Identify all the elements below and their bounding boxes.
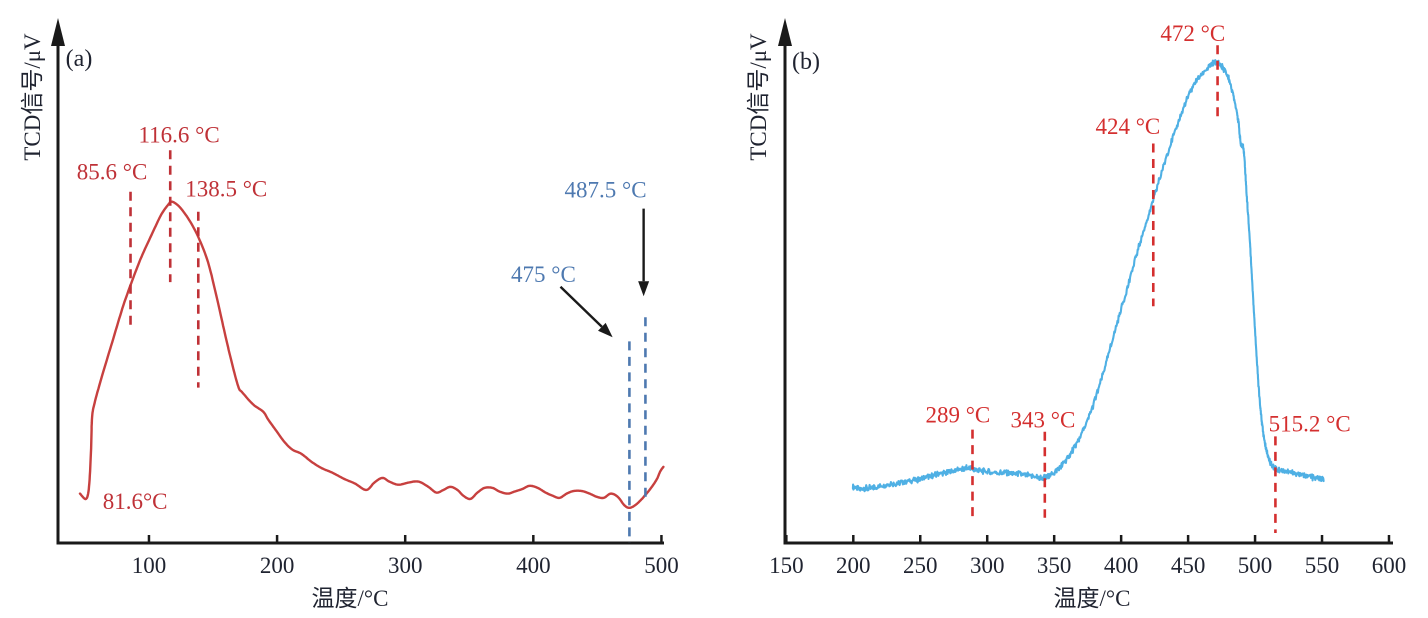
chart-panel-a: 100 200 300 400 500 85.6 °C 116.6 °C 138.5 °C 81… — [51, 18, 679, 578]
x-tick-label: 600 — [1372, 553, 1407, 578]
y-axis-arrowhead — [51, 18, 65, 46]
annotation-label: 81.6°C — [103, 489, 168, 514]
x-tick-label: 500 — [1238, 553, 1273, 578]
annotation-label: 487.5 °C — [565, 178, 647, 203]
annotation-label: 116.6 °C — [138, 123, 219, 148]
annotation-label: 343 °C — [1011, 408, 1076, 433]
annotation-label: 424 °C — [1095, 114, 1160, 139]
y-axis-arrowhead — [778, 18, 792, 46]
x-tick-label: 500 — [644, 553, 679, 578]
panel-tag-a: (a) — [66, 46, 93, 72]
x-tick-label: 300 — [388, 553, 423, 578]
tpd-curve-b — [851, 59, 1325, 493]
annotation-label: 85.6 °C — [77, 159, 148, 184]
x-tick-label: 300 — [970, 553, 1005, 578]
panel-tag-b: (b) — [792, 49, 820, 75]
x-tick-label: 550 — [1305, 553, 1340, 578]
annotation-label: 475 °C — [511, 262, 576, 287]
y-axis-title-b: TCD信号/μV — [746, 33, 771, 161]
x-tick-label: 200 — [260, 553, 295, 578]
annotation-arrow-head — [638, 281, 650, 297]
annotation-arrow-shaft — [559, 285, 603, 328]
x-tick-label: 450 — [1171, 553, 1206, 578]
x-tick-label: 250 — [903, 553, 938, 578]
annotation-label: 289 °C — [925, 402, 990, 427]
annotation-label: 138.5 °C — [185, 177, 267, 202]
x-tick-label: 400 — [516, 553, 551, 578]
annotation-label: 472 °C — [1160, 21, 1225, 46]
annotation-arrow-head — [598, 322, 613, 338]
tpd-curve-a — [78, 200, 665, 509]
chart-panel-b: 150 200 250 300 350 400 450 500 550 600 289 °C 343 … — [769, 18, 1406, 578]
x-axis-title-a: 温度/°C — [312, 586, 389, 611]
x-tick-label: 150 — [769, 553, 804, 578]
annotation-label: 515.2 °C — [1269, 411, 1351, 436]
x-tick-label: 100 — [132, 553, 167, 578]
x-tick-label: 350 — [1037, 553, 1072, 578]
x-tick-label: 200 — [836, 553, 871, 578]
x-tick-label: 400 — [1104, 553, 1139, 578]
x-axis-title-b: 温度/°C — [1054, 586, 1131, 611]
y-axis-title-a: TCD信号/μV — [20, 33, 45, 161]
